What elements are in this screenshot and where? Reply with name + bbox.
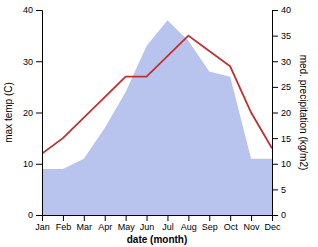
tick-label: 10	[23, 159, 33, 169]
tick: Oct	[224, 215, 239, 232]
tick: 35	[272, 31, 291, 41]
tick: 40	[272, 5, 291, 15]
tick: 0	[28, 210, 42, 220]
x-axis-title: date (month)	[127, 234, 188, 245]
tick-label: 35	[281, 31, 291, 41]
tick-mark	[188, 215, 189, 221]
tick-mark	[36, 113, 42, 114]
tick: Mar	[77, 215, 93, 232]
tick-mark	[126, 215, 127, 221]
tick-mark	[230, 215, 231, 221]
tick: Feb	[56, 215, 72, 232]
tick-mark	[272, 164, 278, 165]
tick-label: Jun	[140, 222, 155, 232]
y-axis-title: max temp (C)	[3, 82, 14, 143]
tick: Sep	[202, 215, 218, 232]
y2-axis-title: med. precipitation (kg/m2)	[298, 55, 309, 171]
axis-line	[273, 11, 279, 216]
tick-label: Apr	[98, 222, 112, 232]
tick-label: Oct	[224, 222, 239, 232]
tick-label: Aug	[181, 222, 197, 232]
tick-label: 20	[281, 108, 291, 118]
tick-label: Jan	[35, 222, 50, 232]
tick-mark	[209, 215, 210, 221]
tick: Apr	[98, 215, 112, 232]
tick-label: 40	[281, 5, 291, 15]
tick: 20	[272, 108, 291, 118]
tick: 25	[272, 82, 291, 92]
tick: 30	[272, 57, 291, 67]
line	[42, 36, 272, 154]
tick-mark	[84, 215, 85, 221]
chart: JanFebMarAprMayJunJulAugSepOctNovDec0102…	[0, 0, 318, 247]
tick: 10	[23, 159, 42, 169]
tick: 0	[272, 210, 286, 220]
tick: Jan	[35, 215, 50, 232]
tick-label: Jul	[162, 222, 174, 232]
tick-mark	[272, 138, 278, 139]
tick-label: 25	[281, 82, 291, 92]
y2-axis: 0 5 10 15 20 25 30 35 40	[272, 5, 291, 220]
tick-mark	[272, 61, 278, 62]
axis-line	[43, 216, 273, 222]
tick-mark	[272, 10, 278, 11]
tick-mark	[36, 164, 42, 165]
tick-mark	[251, 215, 252, 221]
tick: Jul	[162, 215, 174, 232]
tick-label: May	[118, 222, 136, 232]
tick-label: 10	[281, 159, 291, 169]
tick: Dec	[264, 215, 281, 232]
tick-mark	[272, 87, 278, 88]
tick: Nov	[244, 215, 261, 232]
tick-label: 0	[281, 210, 286, 220]
tick: May	[118, 215, 136, 232]
tick-mark	[36, 215, 42, 216]
tick: 15	[272, 134, 291, 144]
tick: Aug	[181, 215, 197, 232]
tick-mark	[272, 189, 278, 190]
y-axis: 0 10 20 30 40	[23, 5, 43, 220]
tick-mark	[36, 61, 42, 62]
tick: 20	[23, 108, 42, 118]
tick-mark	[63, 215, 64, 221]
tick-mark	[147, 215, 148, 221]
tick-mark	[272, 113, 278, 114]
tick-label: 20	[23, 108, 33, 118]
tick-label: Nov	[244, 222, 261, 232]
tick-mark	[167, 215, 168, 221]
tick-label: Feb	[56, 222, 72, 232]
tick: 5	[272, 185, 286, 195]
tick-label: Sep	[202, 222, 218, 232]
x-axis: Jan Feb Mar Apr May Jun Jul Aug Sep Oct NovDec	[35, 215, 281, 232]
tick-mark	[36, 10, 42, 11]
tick-label: 30	[281, 57, 291, 67]
tick: 30	[23, 57, 42, 67]
tick: Jun	[140, 215, 155, 232]
tick-label: 5	[281, 185, 286, 195]
area	[42, 20, 272, 215]
tick-mark	[105, 215, 106, 221]
tick-label: Dec	[264, 222, 281, 232]
axis-line	[36, 11, 43, 216]
tick: 10	[272, 159, 291, 169]
tick-mark	[272, 36, 278, 37]
tick-label: 40	[23, 5, 33, 15]
tick: 40	[23, 5, 42, 15]
tick-label: 15	[281, 134, 291, 144]
tick-label: 0	[28, 210, 33, 220]
tick-mark	[272, 215, 278, 216]
tick-label: 30	[23, 57, 33, 67]
plot-area	[42, 20, 272, 215]
tick-label: Mar	[77, 222, 93, 232]
